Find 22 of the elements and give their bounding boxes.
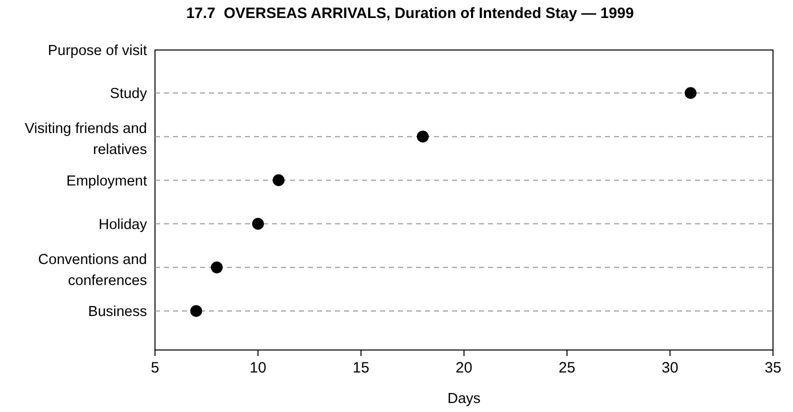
x-tick-label: 35 <box>764 360 782 376</box>
y-axis-title: Purpose of visit <box>48 43 147 60</box>
point <box>684 87 697 99</box>
x-tick-label: 25 <box>558 360 576 376</box>
point <box>190 305 202 317</box>
x-tick-label: 5 <box>150 360 160 376</box>
x-tick-label: 20 <box>456 360 472 376</box>
y-tick-label: Study <box>110 86 148 102</box>
y-tick-label: Holiday <box>98 216 148 233</box>
y-tick-label: Business <box>88 304 147 320</box>
point <box>252 218 264 230</box>
point <box>272 174 285 186</box>
chart-title: 17.7 OVERSEAS ARRIVALS, Duration of Intended Stay — 1999 <box>186 5 634 22</box>
y-tick-label: Conventions and conferences <box>38 252 147 289</box>
x-tick-label: 15 <box>352 360 370 376</box>
point <box>416 130 429 143</box>
y-tick-label: Visiting friends and relatives <box>24 121 147 158</box>
x-tick-label: 30 <box>662 360 678 376</box>
x-axis-title: Days <box>447 391 481 407</box>
point <box>210 261 223 274</box>
x-tick-label: 10 <box>250 360 266 376</box>
y-tick-label: Employment <box>66 173 147 190</box>
